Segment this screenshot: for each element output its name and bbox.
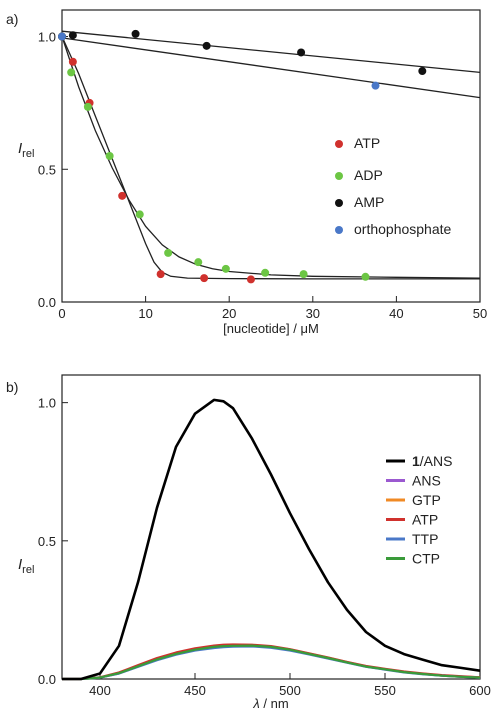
panel-a-x-tick-label: 50: [473, 306, 487, 321]
data-point-adp: [221, 264, 230, 273]
panel-a-legend: ATP ADP AMP orthophosphate: [335, 135, 452, 237]
legend-label: orthophosphate: [354, 221, 452, 237]
fit-line: [61, 30, 481, 74]
panel-a-fit-lines: [61, 30, 481, 280]
data-point-adp: [194, 258, 203, 267]
panel-b-x-axis-label-main: λ: [252, 696, 259, 711]
data-point-amp: [418, 67, 427, 76]
legend-marker: [335, 199, 343, 207]
panel-b-x-tick-label: 550: [374, 683, 396, 698]
data-point-adp: [67, 68, 76, 77]
panel-b-x-tick-label: 450: [184, 683, 206, 698]
data-point-amp: [68, 31, 77, 40]
panel-a-y-axis-label-main: I: [18, 140, 22, 157]
legend-marker: [335, 140, 343, 148]
data-point-amp: [202, 41, 211, 50]
panel-a-label: a): [6, 11, 18, 27]
data-point-atp: [118, 191, 127, 200]
panel-b-x-axis-label: λ / nm: [252, 696, 288, 711]
legend-label: 1/ANS: [412, 453, 452, 469]
panel-a-x-tick-label: 10: [138, 306, 152, 321]
panel-b-x-tick-label: 400: [89, 683, 111, 698]
panel-b-y-tick-label: 0.0: [38, 672, 56, 687]
panel-a-plot-frame: [61, 9, 481, 303]
legend-label-bold: 1: [412, 453, 420, 469]
legend-label: GTP: [412, 492, 441, 508]
panel-a-y-axis-label: Irel: [18, 140, 34, 160]
data-point-amp: [297, 48, 306, 57]
legend-label: ATP: [354, 135, 380, 151]
data-point-adp: [105, 152, 114, 160]
panel-b-y-axis-label: Irel: [18, 556, 34, 576]
panel-b-legend: 1/ANS ANS GTP ATP TTP CTP: [386, 453, 452, 567]
panel-a-x-tick-label: 20: [222, 306, 236, 321]
legend-label: AMP: [354, 194, 384, 210]
data-point-adp: [135, 210, 144, 219]
legend-label: TTP: [412, 531, 438, 547]
panel-a-y-tick-label: 0.0: [38, 295, 56, 310]
panel-a-ticks: 0 10 20 30 40 50 0.0 0.5 1.0: [38, 30, 487, 321]
data-point-adp: [164, 248, 173, 257]
data-point-adp: [261, 268, 270, 277]
panel-b: b) Irel λ / nm 400 450 500 550 6000.00.51.0 …: [6, 374, 491, 711]
panel-a-y-tick-label: 1.0: [38, 30, 56, 45]
panel-b-x-tick-label: 500: [279, 683, 301, 698]
legend-label: CTP: [412, 551, 440, 567]
legend-marker: [335, 226, 343, 234]
fit-line: [61, 37, 481, 99]
panel-b-y-tick-label: 0.5: [38, 534, 56, 549]
legend-label: ADP: [354, 167, 383, 183]
data-point-adp: [83, 102, 92, 111]
panel-b-ticks: 400 450 500 550 600 0.0 0.5 1.0: [38, 396, 491, 698]
panel-b-x-tick-label: 600: [469, 683, 491, 698]
panel-a-x-tick-label: 40: [389, 306, 403, 321]
panel-b-y-axis-label-main: I: [18, 556, 22, 573]
data-point-amp: [131, 29, 140, 38]
spectrum-line: [62, 398, 481, 681]
panel-a-data-points: [58, 29, 427, 284]
data-point-adp: [361, 272, 370, 281]
legend-label: ANS: [412, 473, 441, 489]
panel-b-y-tick-label: 1.0: [38, 396, 56, 411]
fit-line: [61, 36, 481, 279]
spectrum-line: [62, 644, 481, 681]
panel-a: a) Irel [nucleotide] / μM 0 10 20 30 40 50 0.0…: [6, 9, 487, 336]
legend-label-rest: /ANS: [420, 453, 453, 469]
data-point-orthophosphate: [58, 32, 66, 41]
panel-b-x-axis-label-unit: / nm: [260, 696, 289, 711]
panel-a-x-tick-label: 30: [306, 306, 320, 321]
data-point-atp: [200, 274, 209, 283]
panel-b-y-axis-label-sub: rel: [22, 564, 34, 576]
fit-line: [61, 36, 480, 280]
panel-a-y-axis-label-sub: rel: [22, 148, 34, 160]
data-point-atp: [246, 275, 255, 284]
data-point-atp: [68, 57, 77, 66]
panel-b-spectra: [62, 398, 481, 681]
panel-b-label: b): [6, 379, 18, 395]
panel-a-x-axis-label: [nucleotide] / μM: [223, 321, 319, 336]
legend-marker: [335, 172, 343, 180]
data-point-atp: [156, 270, 165, 279]
data-point-adp: [299, 270, 308, 279]
panel-b-plot-frame: [61, 374, 481, 680]
panel-a-x-tick-label: 0: [58, 306, 65, 321]
legend-label: ATP: [412, 512, 438, 528]
panel-a-y-tick-label: 0.5: [38, 162, 56, 177]
data-point-orthophosphate: [371, 81, 380, 90]
